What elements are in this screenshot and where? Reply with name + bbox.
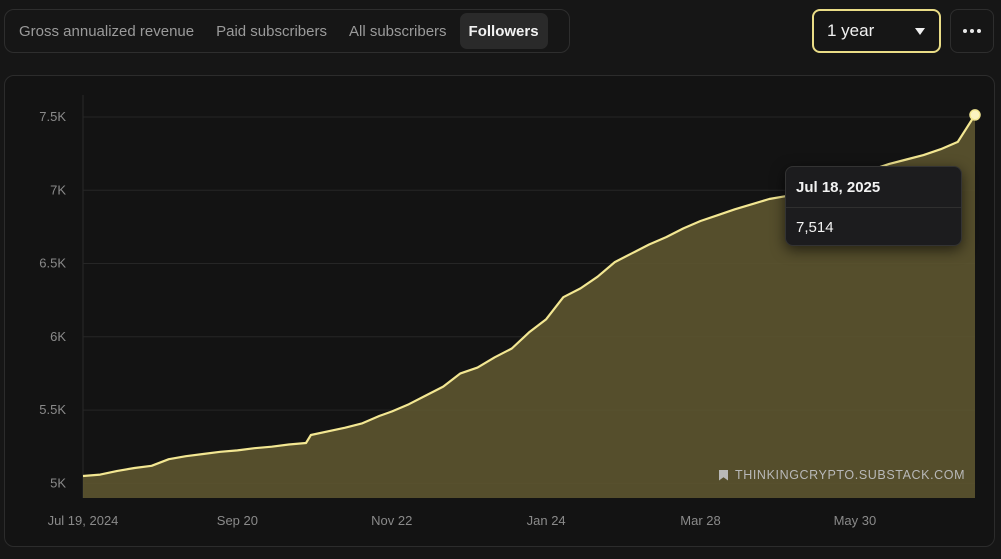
chevron-down-icon (915, 27, 925, 35)
x-tick-label: May 30 (834, 513, 877, 528)
y-tick-label: 6.5K (39, 256, 66, 271)
x-tick-label: Jan 24 (527, 513, 566, 528)
bookmark-icon (719, 469, 728, 481)
x-tick-label: Jul 19, 2024 (48, 513, 119, 528)
more-horizontal-icon (963, 29, 967, 33)
tab-gross-annualized-revenue[interactable]: Gross annualized revenue (19, 22, 195, 40)
more-dot (970, 29, 974, 33)
y-tick-label: 6K (50, 329, 66, 344)
y-tick-label: 5K (50, 475, 66, 490)
x-tick-label: Mar 28 (680, 513, 720, 528)
metric-tabs: Gross annualized revenue Paid subscriber… (4, 9, 570, 53)
highlight-point (969, 109, 981, 121)
x-tick-label: Sep 20 (217, 513, 258, 528)
watermark: THINKINGCRYPTO.SUBSTACK.COM (719, 468, 965, 482)
y-tick-label: 7.5K (39, 109, 66, 124)
more-options-button[interactable] (950, 9, 994, 53)
chart-tooltip: Jul 18, 2025 7,514 (785, 166, 962, 246)
time-range-value: 1 year (827, 21, 875, 40)
followers-area (83, 114, 975, 499)
time-range-select[interactable]: 1 year (812, 9, 941, 53)
more-dot (977, 29, 981, 33)
tab-all-subscribers[interactable]: All subscribers (349, 22, 447, 40)
tab-paid-subscribers[interactable]: Paid subscribers (216, 22, 327, 40)
tooltip-value: 7,514 (796, 218, 834, 236)
tooltip-date: Jul 18, 2025 (786, 167, 961, 208)
tab-followers[interactable]: Followers (459, 13, 548, 49)
y-tick-label: 5.5K (39, 402, 66, 417)
watermark-text: THINKINGCRYPTO.SUBSTACK.COM (735, 468, 966, 482)
y-tick-label: 7K (50, 182, 66, 197)
x-tick-label: Nov 22 (371, 513, 412, 528)
